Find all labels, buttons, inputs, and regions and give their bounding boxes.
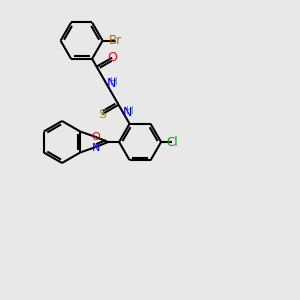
Text: O: O	[107, 51, 117, 64]
Text: S: S	[98, 108, 106, 121]
Text: O: O	[92, 132, 100, 142]
Text: N: N	[123, 106, 132, 119]
Text: H: H	[110, 77, 118, 87]
Text: Cl: Cl	[166, 136, 178, 148]
Text: N: N	[92, 142, 100, 153]
Text: H: H	[126, 106, 134, 116]
Text: N: N	[106, 77, 116, 90]
Text: Br: Br	[109, 34, 122, 47]
